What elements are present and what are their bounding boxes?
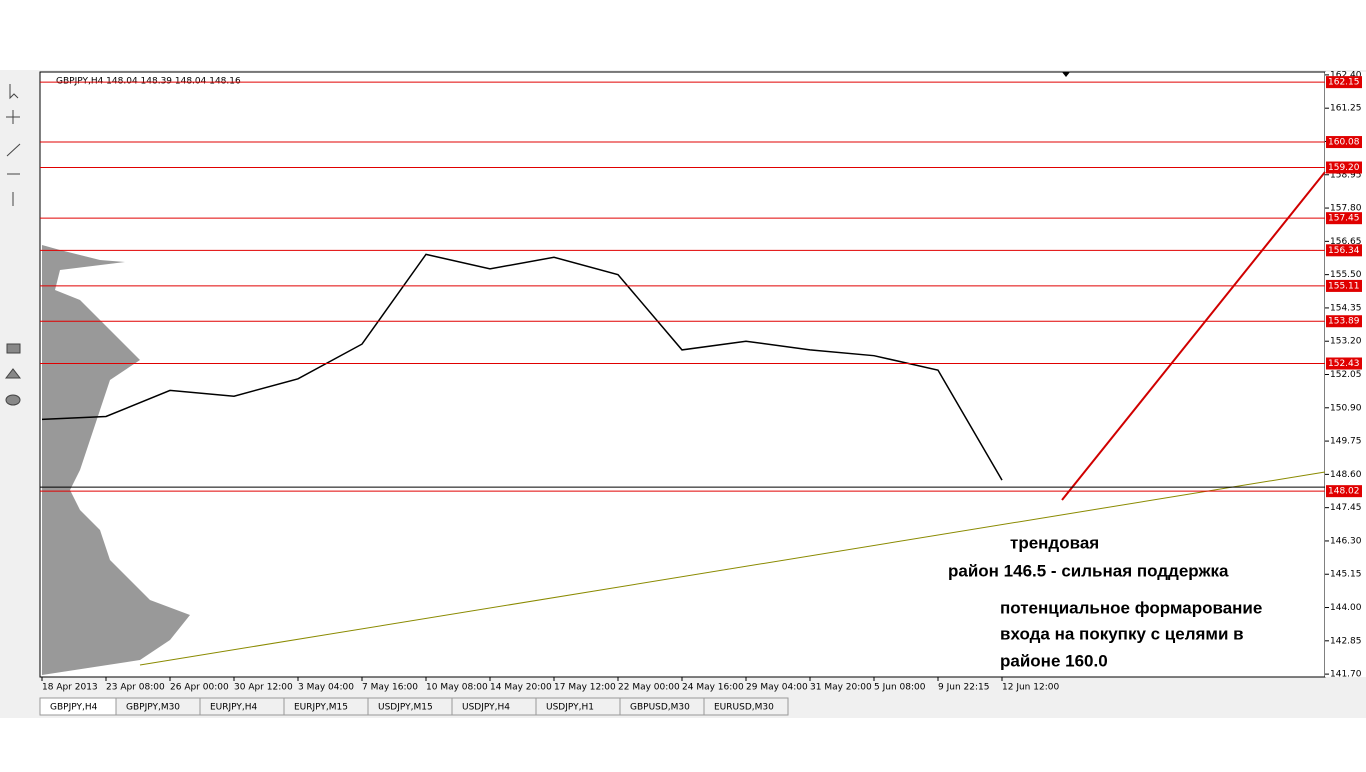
level-label: 153.89 — [1328, 317, 1360, 327]
y-tick-label: 162.40 — [1330, 70, 1362, 80]
y-tick-label: 145.15 — [1330, 570, 1362, 580]
level-label: 157.45 — [1328, 214, 1360, 224]
y-tick-label: 148.60 — [1330, 470, 1362, 480]
tab[interactable] — [703, 697, 789, 716]
y-tick-label: 150.90 — [1330, 403, 1362, 413]
y-tick-label: 161.25 — [1330, 104, 1362, 114]
level-label: 159.20 — [1328, 163, 1360, 173]
level-label-bg — [1326, 212, 1362, 225]
x-tick-label: 14 May 20:00 — [490, 683, 552, 693]
annotation: трендовая — [1010, 533, 1099, 552]
y-tick-label: 153.20 — [1330, 337, 1362, 347]
y-tick-label: 147.45 — [1330, 503, 1362, 513]
level-label: 152.43 — [1328, 359, 1360, 369]
toolbar — [4, 84, 22, 406]
x-tick-label: 12 Jun 12:00 — [1002, 683, 1059, 693]
level-label: 156.34 — [1328, 246, 1360, 256]
annotation: районе 160.0 — [1000, 651, 1108, 670]
trend-line — [139, 471, 1326, 666]
x-tick-label: 26 Apr 00:00 — [170, 683, 229, 693]
x-tick-label: 10 May 08:00 — [426, 683, 488, 693]
x-tick-label: 24 May 16:00 — [682, 683, 744, 693]
level-label-bg — [1326, 279, 1362, 292]
tab-label[interactable]: USDJPY,M15 — [378, 703, 433, 713]
level-label-bg — [1326, 357, 1362, 370]
rect-tool[interactable] — [6, 343, 21, 354]
x-tick-label: 3 May 04:00 — [298, 683, 354, 693]
symbol-info: GBPJPY,H4 148.04 148.39 148.04 148.16 — [56, 77, 241, 87]
level-label-bg — [1326, 244, 1362, 257]
x-tick-label: 9 Jun 22:15 — [938, 683, 989, 693]
tab-label[interactable]: GBPUSD,M30 — [630, 703, 690, 713]
level-label-bg — [1326, 485, 1362, 498]
level-label: 148.02 — [1328, 487, 1360, 497]
y-tick-label: 141.70 — [1330, 670, 1362, 680]
price-line — [41, 253, 1003, 481]
x-tick-label: 30 Apr 12:00 — [234, 683, 293, 693]
tab-label[interactable]: EURJPY,M15 — [294, 703, 348, 713]
level-label-bg — [1326, 76, 1362, 89]
y-tick-label: 158.95 — [1330, 170, 1362, 180]
chart-area — [39, 71, 1326, 678]
tab-label[interactable]: GBPJPY,M30 — [126, 703, 180, 713]
tab-label[interactable]: EURUSD,M30 — [714, 703, 774, 713]
y-tick-label: 146.30 — [1330, 536, 1362, 546]
tab-label[interactable]: USDJPY,H1 — [546, 703, 594, 713]
y-tick-label: 142.85 — [1330, 636, 1362, 646]
volume-profile — [42, 245, 190, 675]
tab-label[interactable]: GBPJPY,H4 — [50, 703, 98, 713]
tab-label[interactable]: EURJPY,H4 — [210, 703, 258, 713]
level-label-bg — [1326, 136, 1362, 149]
level-label-bg — [1326, 315, 1362, 328]
annotation: входа на покупку с целями в — [1000, 624, 1244, 643]
x-tick-label: 29 May 04:00 — [746, 683, 808, 693]
y-tick-label: 152.05 — [1330, 370, 1362, 380]
level-label: 155.11 — [1328, 281, 1360, 291]
y-tick-label: 154.35 — [1330, 303, 1362, 313]
shift-marker — [1062, 72, 1070, 77]
level-label: 160.08 — [1328, 138, 1360, 148]
level-label: 162.15 — [1328, 78, 1360, 88]
x-tick-label: 5 Jun 08:00 — [874, 683, 926, 693]
x-tick-label: 31 May 20:00 — [810, 683, 872, 693]
y-tick-label: 157.80 — [1330, 204, 1362, 214]
y-tick-label: 149.75 — [1330, 437, 1362, 447]
annotation: потенциальное формарование — [1000, 598, 1262, 617]
x-tick-label: 23 Apr 08:00 — [106, 683, 165, 693]
y-tick-label: 156.65 — [1330, 237, 1362, 247]
triangle-tool[interactable] — [4, 368, 22, 379]
x-tick-label: 17 May 12:00 — [554, 683, 616, 693]
cursor-tool[interactable] — [9, 84, 19, 100]
tab-label[interactable]: USDJPY,H4 — [462, 703, 510, 713]
annotation: район 146.5 - сильная поддержка — [948, 561, 1229, 580]
ellipse-tool[interactable] — [5, 394, 21, 406]
trendline-tool[interactable] — [6, 143, 21, 157]
x-tick-label: 22 May 00:00 — [618, 683, 680, 693]
x-tick-label: 7 May 16:00 — [362, 683, 418, 693]
x-tick-label: 18 Apr 2013 — [42, 683, 98, 693]
y-tick-label: 155.50 — [1330, 270, 1362, 280]
crosshair-tool[interactable] — [6, 110, 20, 124]
y-tick-label: 144.00 — [1330, 603, 1362, 613]
target-arrow — [1061, 171, 1326, 501]
level-label-bg — [1326, 161, 1362, 174]
